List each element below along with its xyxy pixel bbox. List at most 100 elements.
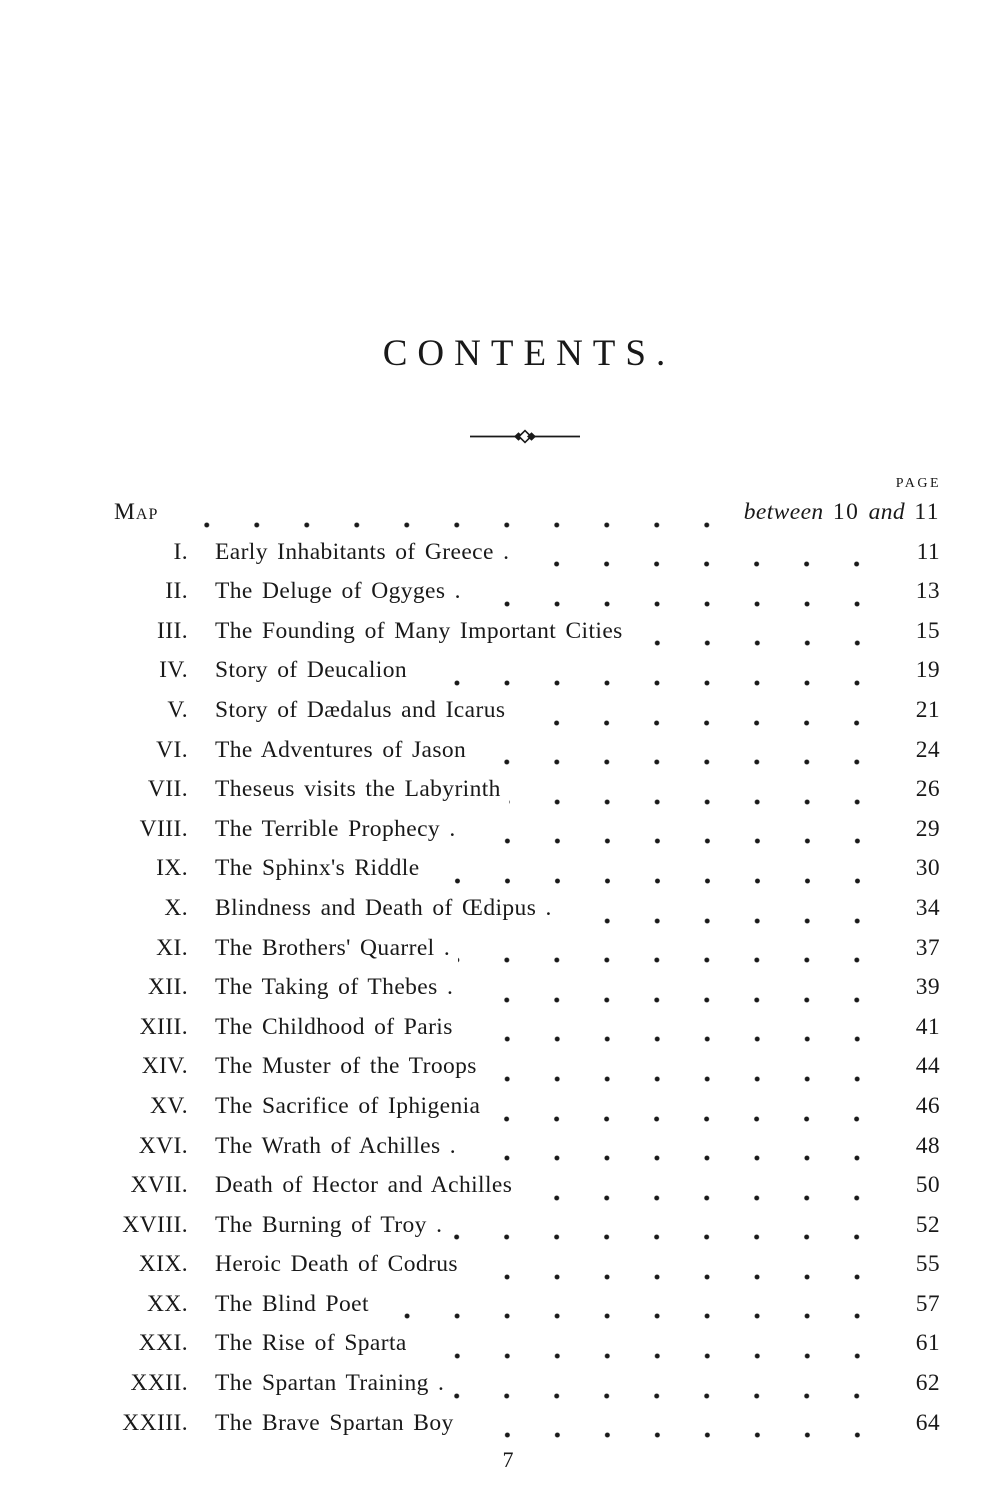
chapter-page-number: 41: [915, 1013, 940, 1040]
dot-leader: [468, 578, 894, 618]
between-word: between: [743, 499, 824, 525]
chapter-title: The Adventures of Jason: [215, 736, 467, 763]
dot-leader: [461, 974, 894, 1014]
toc-row: XII. The Taking of Thebes . 39: [100, 974, 940, 1014]
chapter-title: The Terrible Prophecy .: [215, 815, 456, 842]
chapter-numeral: XVIII.: [122, 1211, 188, 1238]
and-word: and: [868, 499, 906, 525]
chapter-title: Blindness and Death of Œdipus .: [215, 894, 552, 921]
dot-leader: [376, 1290, 894, 1331]
chapter-page-number: 39: [915, 974, 940, 1001]
chapter-numeral: XXI.: [138, 1330, 188, 1357]
dot-leader: [488, 1092, 894, 1133]
toc-row-map: Map between 10 and 11: [100, 499, 940, 539]
toc-row: XV. The Sacrifice of Iphigenia 46: [100, 1092, 940, 1133]
toc-row: XVIII. The Burning of Troy . 52: [100, 1211, 940, 1252]
chapter-numeral: V.: [167, 696, 188, 723]
chapter-numeral: XVII.: [130, 1172, 188, 1199]
chapter-numeral: XII.: [147, 974, 188, 1001]
chapter-page-number: 26: [915, 776, 940, 803]
chapter-numeral: III.: [157, 617, 188, 644]
chapter-title: The Brothers' Quarrel .: [215, 934, 451, 961]
chapter-numeral: XIV.: [141, 1053, 188, 1080]
dot-leader: [484, 1053, 894, 1093]
chapter-title: Death of Hector and Achilles: [215, 1172, 513, 1199]
chapter-page-number: 11: [916, 538, 940, 565]
toc-row: IX. The Sphinx's Riddle 30: [100, 855, 940, 895]
dot-leader: [414, 1330, 894, 1371]
chapter-page-number: 55: [915, 1251, 940, 1278]
chapter-page-number: 30: [915, 855, 940, 882]
chapter-page-number: 24: [915, 736, 940, 763]
chapter-numeral: I.: [173, 538, 188, 565]
chapter-title: Theseus visits the Labyrinth: [215, 776, 501, 803]
chapter-title: The Sphinx's Riddle: [215, 855, 420, 882]
toc-row: VIII. The Terrible Prophecy . 29: [100, 815, 940, 856]
toc-row: XI. The Brothers' Quarrel . 37: [100, 934, 940, 975]
toc-row: II. The Deluge of Ogyges . 13: [100, 578, 940, 618]
dot-leader: [460, 1013, 894, 1054]
folio-page-number: 7: [502, 1447, 514, 1472]
toc-row: V. Story of Dædalus and Icarus 21: [100, 696, 940, 737]
page-title: CONTENTS.: [382, 333, 676, 374]
dot-leader: [465, 1251, 894, 1291]
dot-leader: [458, 934, 894, 975]
toc-row: I. Early Inhabitants of Greece . 11: [100, 538, 940, 579]
chapter-title: Heroic Death of Codrus: [215, 1251, 458, 1278]
toc-row: XXIII. The Brave Spartan Boy 64: [100, 1409, 940, 1450]
chapter-page-number: 57: [915, 1290, 940, 1317]
toc-row: XVI. The Wrath of Achilles . 48: [100, 1132, 940, 1173]
chapter-title: The Muster of the Troops: [215, 1053, 477, 1080]
dot-leader: [517, 538, 894, 579]
chapter-numeral: XVI.: [138, 1132, 188, 1159]
toc-row: VII. Theseus visits the Labyrinth 26: [100, 776, 940, 816]
chapter-title: The Founding of Many Important Cities: [215, 617, 623, 644]
map-first-page: 10: [832, 499, 860, 525]
chapter-title: The Sacrifice of Iphigenia: [215, 1092, 481, 1119]
map-label: Map: [114, 499, 159, 525]
toc-row: XIV. The Muster of the Troops 44: [100, 1053, 940, 1093]
toc-row: XXI. The Rise of Sparta 61: [100, 1330, 940, 1371]
chapter-page-number: 34: [915, 894, 940, 921]
toc-row: XX. The Blind Poet 57: [100, 1290, 940, 1331]
chapter-title: The Childhood of Paris: [215, 1013, 453, 1040]
chapter-numeral: VII.: [147, 776, 188, 803]
chapter-numeral: VI.: [156, 736, 188, 763]
dot-leader: [452, 1370, 894, 1410]
divider-ornament-icon: [470, 429, 580, 444]
map-page-range: between 10 and 11: [744, 499, 940, 526]
chapter-numeral: II.: [165, 578, 188, 605]
chapter-title: The Blind Poet: [215, 1290, 369, 1317]
chapter-page-number: 46: [915, 1092, 940, 1119]
chapter-title: The Rise of Sparta: [215, 1330, 407, 1357]
toc-row: XIII. The Childhood of Paris 41: [100, 1013, 940, 1054]
dot-leader: [450, 1211, 894, 1252]
chapter-numeral: XX.: [146, 1290, 188, 1317]
dot-leader: [196, 499, 744, 539]
chapter-numeral: VIII.: [139, 815, 188, 842]
chapter-page-number: 37: [915, 934, 940, 961]
chapter-title: The Deluge of Ogyges .: [215, 578, 461, 605]
chapter-page-number: 48: [915, 1132, 940, 1159]
chapter-page-number: 21: [915, 696, 940, 723]
chapter-numeral: XIX.: [138, 1251, 188, 1278]
chapter-title: The Spartan Training .: [215, 1370, 445, 1397]
chapter-page-number: 64: [915, 1409, 940, 1436]
dot-leader: [520, 1172, 894, 1212]
dot-leader: [559, 894, 894, 935]
chapter-page-number: 15: [915, 617, 940, 644]
dot-leader: [508, 776, 894, 816]
chapter-numeral: XI.: [156, 934, 188, 961]
toc-row: XXII. The Spartan Training . 62: [100, 1370, 940, 1410]
chapter-title: Story of Deucalion: [215, 657, 408, 684]
chapter-page-number: 50: [915, 1172, 940, 1199]
chapter-page-number: 19: [915, 657, 940, 684]
chapter-page-number: 13: [915, 578, 940, 605]
page-column-label: PAGE: [895, 476, 941, 491]
chapter-numeral: X.: [164, 894, 188, 921]
chapter-page-number: 62: [915, 1370, 940, 1397]
dot-leader: [427, 855, 894, 895]
chapter-page-number: 44: [915, 1053, 940, 1080]
chapter-numeral: XXII.: [130, 1370, 188, 1397]
